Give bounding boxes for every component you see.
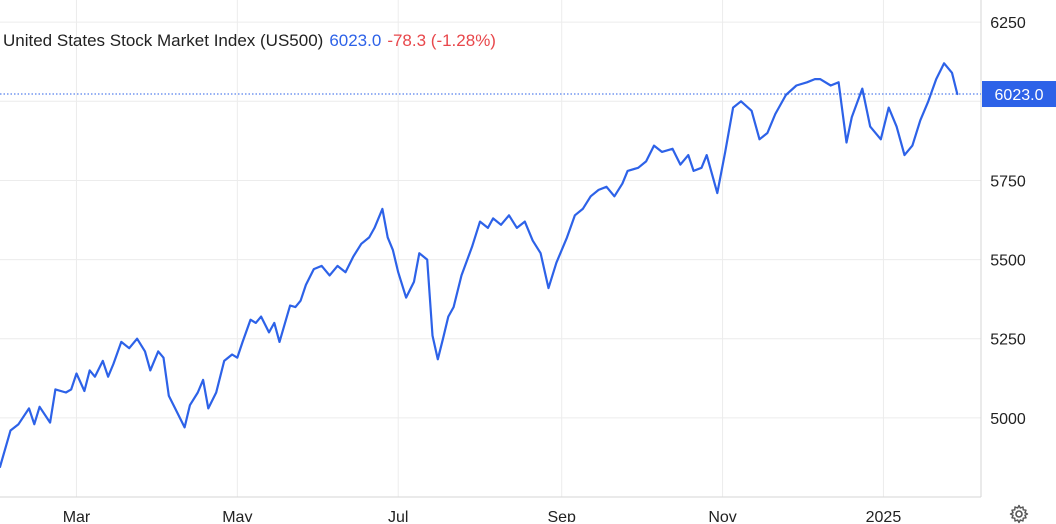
last-value-label: 6023.0 bbox=[995, 87, 1044, 104]
series-line bbox=[0, 62, 959, 468]
x-tick-label: Jul bbox=[388, 509, 408, 522]
gear-icon[interactable] bbox=[1009, 504, 1029, 524]
x-tick-label: Sep bbox=[547, 509, 576, 522]
x-tick-label: Nov bbox=[708, 509, 736, 522]
x-tick-label: May bbox=[222, 509, 252, 522]
y-tick-label: 5500 bbox=[990, 253, 1026, 270]
current-price: 6023.0 bbox=[329, 31, 382, 50]
x-tick-label: 2025 bbox=[866, 509, 902, 522]
y-tick-label: 6250 bbox=[990, 15, 1026, 32]
last-value-badge bbox=[982, 81, 1056, 108]
x-tick-label: Mar bbox=[63, 509, 91, 522]
index-title: United States Stock Market Index (US500) bbox=[3, 31, 324, 50]
y-tick-label: 5250 bbox=[990, 332, 1026, 349]
price-change: -78.3 (-1.28%) bbox=[387, 31, 496, 50]
chart-header: United States Stock Market Index (US500)… bbox=[3, 31, 502, 51]
y-tick-label: 5750 bbox=[990, 173, 1026, 190]
y-tick-label: 5000 bbox=[990, 411, 1026, 428]
